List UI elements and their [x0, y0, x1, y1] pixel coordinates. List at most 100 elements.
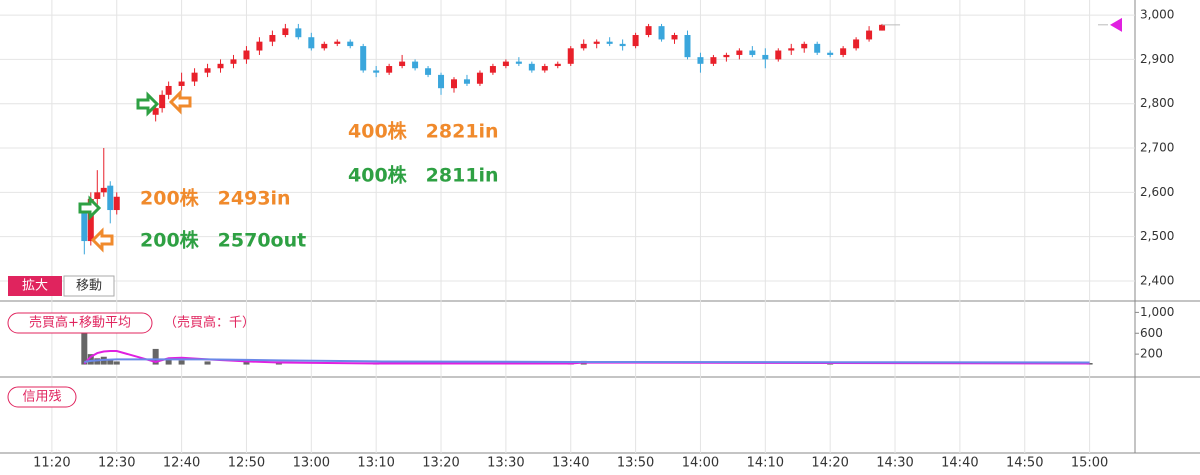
annotation: 400株 2811in — [348, 164, 499, 187]
volume-bar — [1086, 363, 1093, 365]
y-tick-label: 2,800 — [1140, 96, 1174, 110]
candle-body — [593, 41, 600, 44]
candle-body — [697, 57, 704, 64]
x-tick-label: 12:40 — [163, 456, 200, 471]
candle-body — [204, 68, 211, 73]
x-tick-label: 13:20 — [422, 456, 459, 471]
candle-body — [671, 35, 678, 40]
candle-body — [282, 28, 289, 36]
candle-body — [515, 61, 522, 64]
candle-body — [606, 41, 613, 44]
candle-body — [580, 43, 587, 49]
candle-body — [438, 74, 445, 89]
candle-body — [87, 198, 94, 242]
candle-body — [502, 61, 509, 67]
candle-body — [308, 37, 315, 49]
candle-body — [334, 41, 341, 44]
candle-body — [269, 35, 276, 42]
annotation: 200株 2570out — [140, 229, 306, 252]
buy-arrow — [136, 91, 160, 117]
move-button[interactable] — [63, 275, 115, 297]
x-tick-label: 13:40 — [552, 456, 589, 471]
y-tick-label: 2,500 — [1140, 229, 1174, 243]
sell-arrow — [78, 195, 102, 221]
candle-body — [159, 94, 166, 109]
volume-bar — [204, 361, 211, 365]
candle-body — [230, 59, 237, 64]
candle-body — [425, 68, 432, 75]
last-price-marker — [1110, 17, 1122, 32]
zoom-button[interactable] — [8, 276, 62, 296]
candle-body — [113, 196, 120, 211]
volume-bar — [107, 360, 114, 365]
x-tick-label: 14:00 — [682, 456, 719, 471]
x-tick-label: 13:10 — [357, 456, 394, 471]
x-tick-label: 14:40 — [941, 456, 978, 471]
candle-body — [840, 48, 847, 55]
candle-body — [775, 50, 782, 60]
annotation: 200株 2493in — [140, 187, 291, 210]
candle-body — [360, 46, 367, 71]
y-tick-label: 2,900 — [1140, 52, 1174, 66]
candle-body — [814, 43, 821, 53]
candle-body — [645, 26, 652, 36]
candle-body — [632, 35, 639, 47]
panel-label-box — [7, 312, 153, 334]
y-tick-label: 1,000 — [1140, 305, 1174, 319]
candle-body — [243, 50, 250, 60]
x-tick-label: 14:10 — [747, 456, 784, 471]
candle-body — [451, 79, 457, 89]
candle-body — [489, 66, 496, 73]
candle-body — [554, 63, 561, 67]
margin-panel-title: 信用残 — [22, 390, 61, 405]
candle-body — [567, 48, 574, 64]
candle-body — [541, 66, 548, 71]
y-tick-label: 2,600 — [1140, 185, 1174, 199]
y-tick-label: 2,700 — [1140, 141, 1174, 155]
candle-body — [463, 79, 470, 84]
candle-body — [658, 26, 665, 40]
candle-body — [347, 41, 354, 47]
volume-bar — [152, 348, 159, 365]
x-tick-label: 14:20 — [811, 456, 848, 471]
candle-body — [217, 63, 224, 69]
candle-body — [191, 72, 198, 82]
candle-body — [723, 54, 730, 58]
candle-body — [749, 50, 756, 55]
x-tick-label: 14:50 — [1006, 456, 1043, 471]
panel-label-box — [7, 386, 77, 408]
zoom-button-label[interactable]: 拡大 — [22, 279, 48, 294]
candle-body — [788, 48, 795, 51]
x-tick-label: 13:00 — [293, 456, 330, 471]
candle-body — [736, 50, 743, 55]
x-tick-label: 12:50 — [228, 456, 265, 471]
candle-body — [853, 39, 860, 49]
candle-body — [762, 54, 769, 60]
x-tick-label: 14:30 — [876, 456, 913, 471]
volume-panel-subtitle: （売買高：千） — [164, 315, 255, 331]
candle-body — [152, 108, 159, 115]
annotation: 400株 2821in — [348, 120, 499, 143]
x-tick-label: 15:00 — [1071, 456, 1108, 471]
volume-bar — [94, 358, 101, 365]
candle-body — [399, 61, 406, 67]
y-tick-label: 200 — [1140, 347, 1163, 361]
candle-body — [94, 192, 101, 199]
moving-average-line — [83, 350, 1090, 365]
volume-bar — [243, 360, 250, 365]
candle-body — [412, 61, 419, 69]
candle-body — [165, 85, 172, 95]
candle-body — [81, 207, 88, 242]
candle-body — [373, 70, 380, 73]
volume-bar — [165, 359, 172, 365]
buy-arrow — [90, 227, 114, 253]
candle-body — [879, 24, 886, 31]
x-tick-label: 11:20 — [33, 456, 70, 471]
y-tick-label: 3,000 — [1140, 8, 1174, 22]
candle-body — [801, 43, 808, 49]
candle-body — [866, 30, 873, 40]
candle-body — [100, 187, 107, 193]
move-button-label[interactable]: 移動 — [76, 279, 102, 294]
candle-body — [684, 35, 691, 58]
